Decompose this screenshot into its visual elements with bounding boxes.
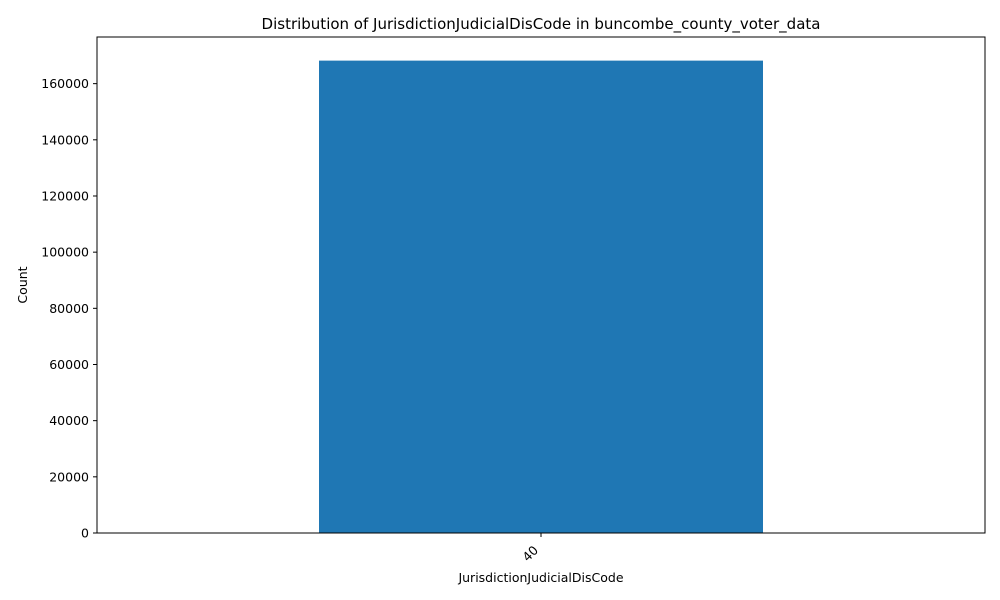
y-axis: 0 20000 40000 60000 80000 100000 120000 140000 1… bbox=[41, 76, 97, 541]
y-tick-label: 80000 bbox=[49, 301, 89, 316]
y-tick-label: 60000 bbox=[49, 357, 89, 372]
y-tick-label: 0 bbox=[81, 526, 89, 541]
y-axis-label: Count bbox=[15, 266, 30, 303]
x-tick-label: 40 bbox=[519, 542, 541, 564]
chart-title: Distribution of JurisdictionJudicialDisC… bbox=[262, 15, 821, 34]
y-tick-label: 100000 bbox=[41, 245, 89, 260]
y-tick-label: 140000 bbox=[41, 132, 89, 147]
y-tick-label: 120000 bbox=[41, 188, 89, 203]
x-axis: 40 bbox=[519, 533, 542, 564]
y-tick-label: 160000 bbox=[41, 76, 89, 91]
bar-40 bbox=[319, 60, 763, 533]
x-axis-label: JurisdictionJudicialDisCode bbox=[457, 570, 623, 585]
y-tick-label: 40000 bbox=[49, 413, 89, 428]
y-tick-label: 20000 bbox=[49, 469, 89, 484]
plot-area bbox=[96, 36, 986, 534]
